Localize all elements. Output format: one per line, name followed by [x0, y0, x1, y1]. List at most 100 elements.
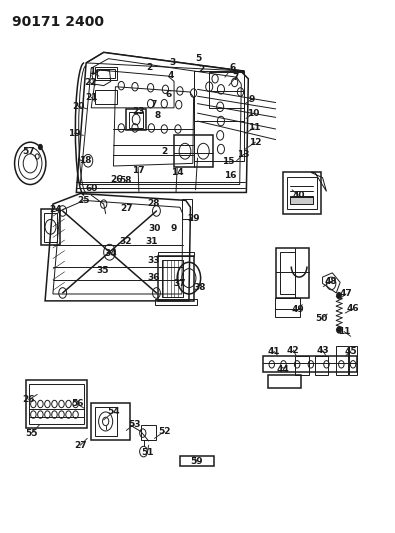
- Text: 11: 11: [338, 327, 350, 336]
- Bar: [97, 69, 115, 78]
- Text: 56: 56: [71, 400, 83, 408]
- Text: 24: 24: [50, 205, 62, 214]
- Text: 45: 45: [344, 346, 357, 356]
- Bar: [182, 199, 192, 219]
- Bar: [158, 256, 194, 301]
- Text: 26: 26: [23, 395, 35, 404]
- Bar: [162, 260, 183, 297]
- Bar: [349, 346, 357, 375]
- Bar: [141, 425, 156, 440]
- Text: 23: 23: [132, 107, 144, 116]
- Bar: [95, 407, 117, 435]
- Bar: [41, 209, 60, 245]
- Text: 53: 53: [128, 419, 141, 429]
- Text: 12: 12: [249, 138, 261, 147]
- Text: 27: 27: [120, 204, 133, 213]
- Text: 33: 33: [147, 256, 160, 265]
- Text: 9: 9: [248, 95, 255, 104]
- Text: 18: 18: [79, 156, 91, 165]
- Text: 10: 10: [247, 109, 259, 118]
- Text: 54: 54: [107, 407, 120, 416]
- Text: 13: 13: [237, 150, 250, 159]
- Text: 27: 27: [74, 441, 87, 450]
- Text: 58: 58: [119, 176, 132, 185]
- Text: 35: 35: [97, 266, 109, 275]
- Circle shape: [337, 293, 341, 299]
- Bar: [43, 213, 57, 242]
- Bar: [91, 403, 130, 440]
- Text: 41: 41: [267, 346, 280, 356]
- Text: 50: 50: [316, 314, 328, 323]
- Text: 25: 25: [77, 196, 90, 205]
- Bar: [158, 252, 194, 256]
- Bar: [95, 67, 117, 80]
- Bar: [155, 300, 197, 304]
- Text: 52: 52: [158, 427, 171, 436]
- Text: 43: 43: [316, 345, 329, 354]
- Text: 6: 6: [165, 90, 171, 99]
- Bar: [263, 357, 357, 372]
- Bar: [336, 346, 348, 375]
- Bar: [126, 109, 146, 130]
- Text: 37: 37: [173, 279, 186, 288]
- Text: 2: 2: [198, 65, 205, 74]
- Bar: [129, 112, 143, 128]
- Text: 5: 5: [195, 54, 201, 63]
- Circle shape: [337, 327, 341, 333]
- Text: 55: 55: [25, 429, 38, 438]
- Bar: [315, 357, 328, 375]
- Text: 30: 30: [148, 224, 161, 233]
- Text: 51: 51: [141, 448, 154, 457]
- Text: 90171 2400: 90171 2400: [12, 15, 104, 29]
- Bar: [26, 380, 87, 428]
- Text: 17: 17: [132, 166, 145, 175]
- Bar: [287, 176, 317, 209]
- Text: 26: 26: [110, 175, 122, 184]
- Text: 8: 8: [154, 111, 161, 120]
- Text: 49: 49: [292, 305, 305, 314]
- Text: 14: 14: [171, 168, 184, 177]
- Text: 40: 40: [292, 191, 305, 199]
- Text: 34: 34: [104, 249, 117, 258]
- Bar: [290, 196, 313, 204]
- Bar: [275, 298, 300, 317]
- Text: 4: 4: [168, 70, 174, 79]
- Text: 38: 38: [193, 283, 206, 292]
- Text: 3: 3: [169, 59, 175, 67]
- Bar: [280, 252, 295, 294]
- Text: 59: 59: [190, 457, 203, 466]
- Text: 6: 6: [229, 63, 236, 71]
- Bar: [295, 357, 309, 375]
- Text: 48: 48: [325, 277, 337, 286]
- Text: 16: 16: [224, 171, 237, 180]
- Text: 31: 31: [145, 237, 158, 246]
- Bar: [174, 135, 213, 167]
- Bar: [95, 91, 117, 103]
- Text: 7: 7: [233, 72, 239, 82]
- Circle shape: [38, 144, 42, 150]
- Text: 22: 22: [84, 78, 96, 87]
- Bar: [268, 375, 301, 388]
- Bar: [30, 384, 84, 424]
- Text: 9: 9: [171, 224, 177, 233]
- Text: 11: 11: [248, 124, 260, 132]
- Text: 19: 19: [68, 129, 81, 138]
- Text: 57: 57: [23, 147, 35, 156]
- Bar: [209, 72, 245, 108]
- Text: 36: 36: [147, 272, 160, 281]
- Text: 47: 47: [340, 289, 352, 298]
- Text: 1: 1: [89, 67, 95, 76]
- Text: 21: 21: [85, 93, 98, 102]
- Text: 29: 29: [187, 214, 200, 223]
- Text: 2: 2: [147, 63, 153, 71]
- Text: 44: 44: [276, 365, 289, 374]
- Bar: [194, 71, 245, 121]
- Bar: [180, 456, 214, 466]
- Text: 2: 2: [161, 147, 167, 156]
- Bar: [276, 248, 309, 298]
- Text: 7: 7: [150, 100, 157, 109]
- Text: 42: 42: [287, 345, 299, 354]
- Text: 32: 32: [119, 237, 132, 246]
- Text: 20: 20: [72, 102, 85, 111]
- Text: 60: 60: [86, 184, 98, 193]
